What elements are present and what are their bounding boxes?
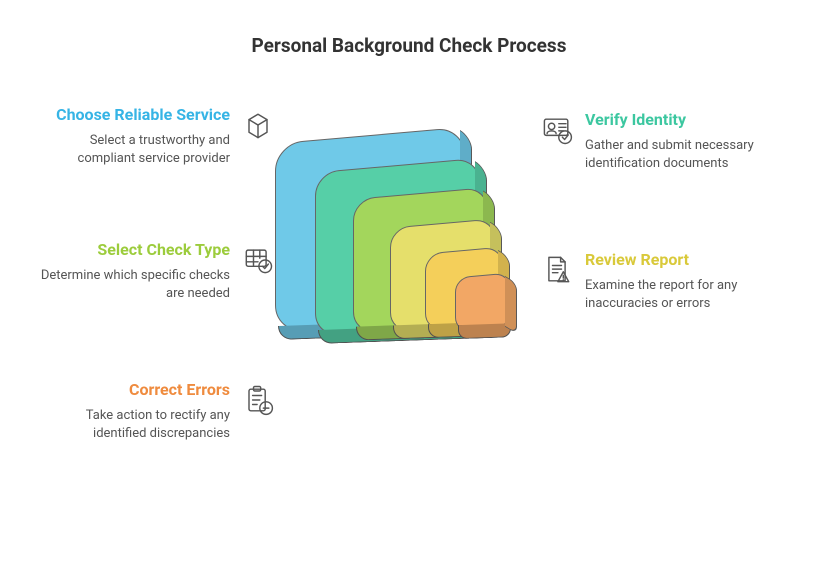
table-check-icon (240, 242, 276, 278)
step-desc: Examine the report for any inaccuracies … (585, 277, 785, 312)
step-desc: Determine which specific checks are need… (30, 267, 230, 302)
step-review-report: Review Report Examine the report for any … (585, 250, 785, 312)
step-heading: Review Report (585, 250, 785, 269)
page-title: Personal Background Check Process (0, 34, 818, 57)
clipboard-minus-icon (240, 382, 276, 418)
id-check-icon (539, 112, 575, 152)
table-check-icon (240, 242, 276, 282)
step-desc: Take action to rectify any identified di… (30, 407, 230, 442)
step-heading: Verify Identity (585, 110, 785, 129)
stack-slab (455, 273, 510, 333)
step-verify-identity: Verify Identity Gather and submit necessa… (585, 110, 785, 172)
doc-alert-icon (539, 252, 575, 288)
step-select-check-type: Select Check Type Determine which specifi… (30, 240, 230, 302)
clipboard-minus-icon (240, 382, 276, 422)
step-correct-errors: Correct Errors Take action to rectify any… (30, 380, 230, 442)
step-heading: Correct Errors (30, 380, 230, 399)
step-choose-reliable-service: Choose Reliable Service Select a trustwor… (30, 105, 230, 167)
step-heading: Select Check Type (30, 240, 230, 259)
id-check-icon (539, 112, 575, 148)
cube-icon (240, 107, 276, 147)
step-desc: Gather and submit necessary identificati… (585, 137, 785, 172)
doc-alert-icon (539, 252, 575, 292)
step-desc: Select a trustworthy and compliant servi… (30, 132, 230, 167)
cube-icon (240, 107, 276, 143)
step-heading: Choose Reliable Service (30, 105, 230, 124)
center-stack-graphic (275, 135, 565, 415)
